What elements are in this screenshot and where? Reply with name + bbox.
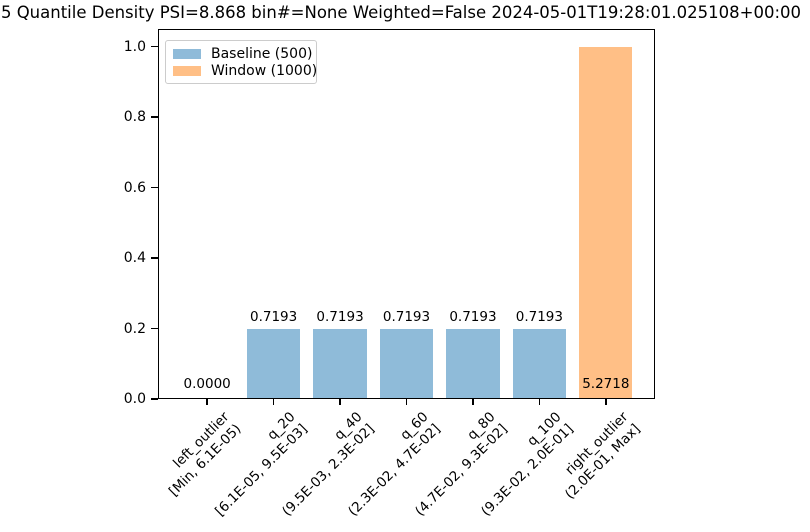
bar xyxy=(446,328,500,399)
plot-area: 0.0000 0.7193 0.7193 0.7193 0.7193 0.7193 5.27… xyxy=(158,29,655,399)
bar xyxy=(379,328,434,399)
y-tick-label: 0.8 xyxy=(123,109,146,126)
bar xyxy=(512,328,566,399)
x-tick xyxy=(405,399,408,405)
baseline-swatch-icon xyxy=(173,49,201,60)
y-tick xyxy=(151,116,158,118)
bar xyxy=(313,328,367,399)
y-tick xyxy=(151,45,158,48)
y-tick-label: 0.4 xyxy=(123,250,146,267)
y-tick-label: 0.6 xyxy=(123,179,146,196)
bar-value-label: 0.7193 xyxy=(249,308,298,325)
legend-label-baseline: Baseline (500) xyxy=(211,46,313,63)
y-tick-label: 0.0 xyxy=(123,391,146,407)
x-tick xyxy=(605,399,607,405)
y-tick-label: 0.2 xyxy=(123,320,146,337)
bar-value-label: 0.0000 xyxy=(183,376,231,392)
window-swatch-icon xyxy=(173,65,201,76)
x-tick xyxy=(339,399,341,405)
bar-value-label: 0.7193 xyxy=(382,308,431,325)
y-tick xyxy=(151,398,158,400)
bar xyxy=(579,46,633,399)
legend: Baseline (500) Window (1000) xyxy=(165,40,317,84)
x-tick xyxy=(206,399,208,405)
legend-label-window: Window (1000) xyxy=(211,62,318,79)
bar-value-label: 5.2718 xyxy=(582,376,630,392)
bar-value-label: 0.7193 xyxy=(316,308,364,325)
x-tick xyxy=(272,399,275,405)
bar-value-label: 0.7193 xyxy=(449,308,497,325)
bar-value-label: 0.7193 xyxy=(515,308,563,325)
legend-item-window: Window (1000) xyxy=(173,63,317,80)
y-tick xyxy=(151,257,158,259)
y-tick-label: 1.0 xyxy=(123,38,146,55)
x-tick xyxy=(472,399,474,405)
chart-title: 5 Quantile Density PSI=8.868 bin#=None W… xyxy=(0,3,802,22)
y-tick xyxy=(151,327,158,330)
y-tick xyxy=(151,186,158,189)
legend-item-baseline: Baseline (500) xyxy=(173,46,313,63)
x-tick xyxy=(538,399,541,405)
bar xyxy=(247,328,301,399)
